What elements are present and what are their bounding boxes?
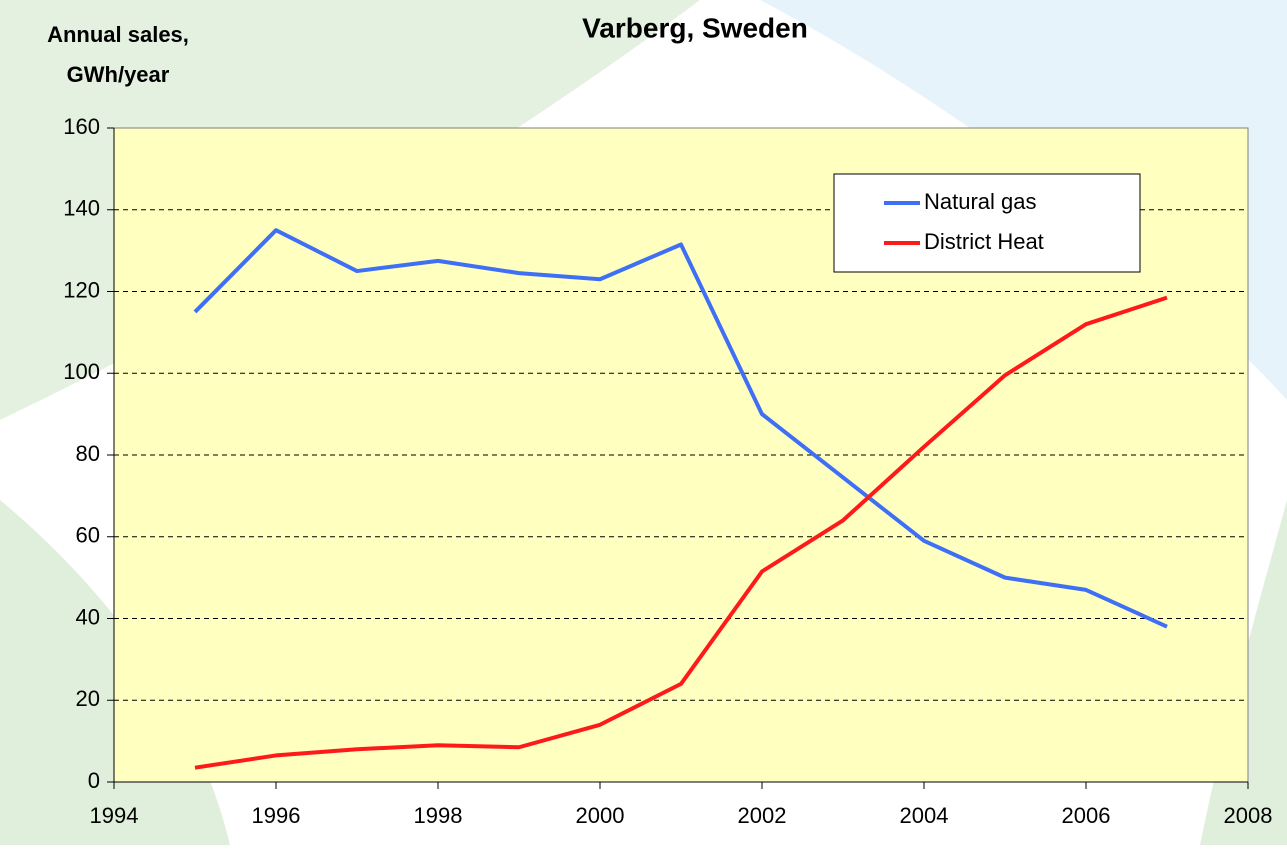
x-tick-label: 2004 [900, 803, 949, 828]
x-tick-label: 1998 [414, 803, 463, 828]
x-tick-label: 1996 [252, 803, 301, 828]
x-tick-label: 1994 [90, 803, 139, 828]
y-tick-label: 140 [63, 196, 100, 221]
line-series [193, 228, 1168, 629]
y-tick-label: 20 [76, 686, 100, 711]
y-axis-label: GWh/year [67, 62, 170, 87]
y-tick-label: 0 [88, 768, 100, 793]
y-tick-label: 160 [63, 114, 100, 139]
y-tick-label: 40 [76, 604, 100, 629]
y-tick-label: 100 [63, 359, 100, 384]
y-tick-label: 80 [76, 441, 100, 466]
line-series [194, 295, 1168, 770]
y-tick-label: 120 [63, 277, 100, 302]
y-tick-label: 60 [76, 523, 100, 548]
x-tick-label: 2006 [1062, 803, 1111, 828]
legend-label: Natural gas [924, 189, 1037, 214]
chart-title: Varberg, Sweden [582, 12, 808, 43]
y-axis-label: Annual sales, [47, 22, 189, 47]
x-tick-label: 2002 [738, 803, 787, 828]
legend-label: District Heat [924, 229, 1044, 254]
legend-box [833, 173, 1141, 273]
x-tick-label: 2008 [1224, 803, 1273, 828]
background-swoosh [760, 0, 1287, 400]
x-tick-label: 2000 [576, 803, 625, 828]
